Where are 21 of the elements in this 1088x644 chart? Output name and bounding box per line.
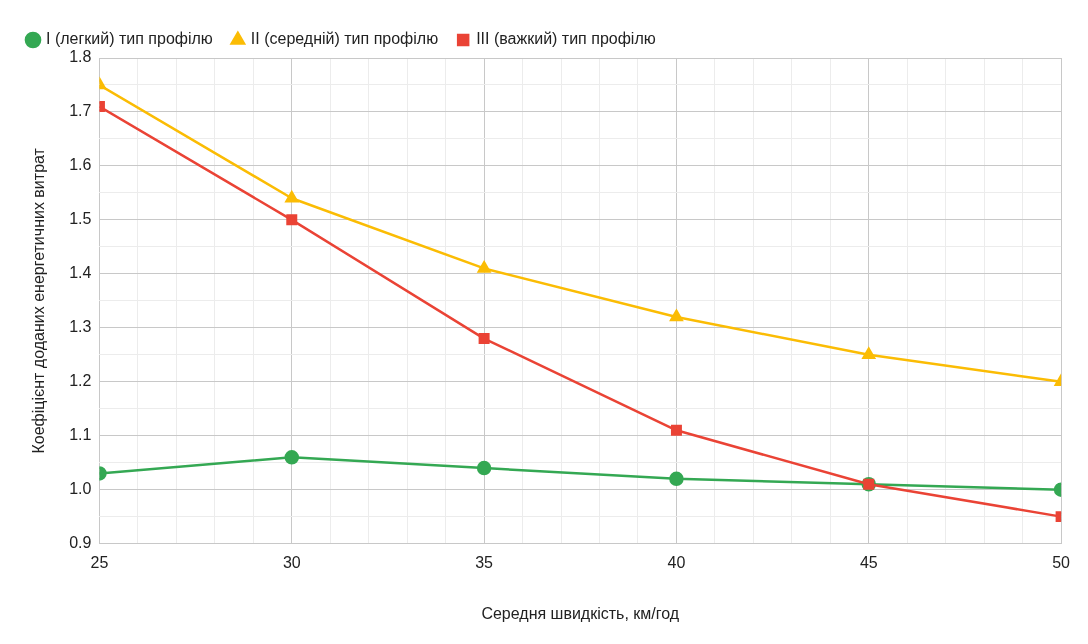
y-tick-label: 1.0 — [69, 480, 92, 498]
legend-label: II (середній) тип профілю — [250, 30, 439, 48]
y-tick-label: 1.5 — [69, 210, 92, 228]
legend-label: III (важкий) тип профілю — [476, 30, 656, 48]
x-tick-label: 25 — [90, 553, 109, 571]
y-tick-label: 0.9 — [69, 534, 92, 552]
x-tick-label: 35 — [475, 553, 494, 571]
y-tick-label: 1.6 — [69, 156, 92, 174]
legend-label: I (легкий) тип профілю — [46, 30, 213, 48]
y-axis-title: Коефіцієнт доданих енергетичних витрат — [30, 147, 48, 454]
y-tick-label: 1.8 — [69, 48, 92, 66]
x-tick-label: 40 — [667, 553, 686, 571]
x-axis-title: Середня швидкість, км/год — [481, 604, 680, 622]
y-tick-label: 1.3 — [69, 318, 92, 336]
x-tick-label: 30 — [282, 553, 301, 571]
y-tick-label: 1.4 — [69, 264, 92, 282]
x-tick-label: 50 — [1052, 553, 1071, 571]
y-tick-label: 1.1 — [69, 426, 92, 444]
y-tick-label: 1.7 — [69, 102, 92, 120]
y-tick-label: 1.2 — [69, 372, 92, 390]
x-tick-label: 45 — [859, 553, 878, 571]
